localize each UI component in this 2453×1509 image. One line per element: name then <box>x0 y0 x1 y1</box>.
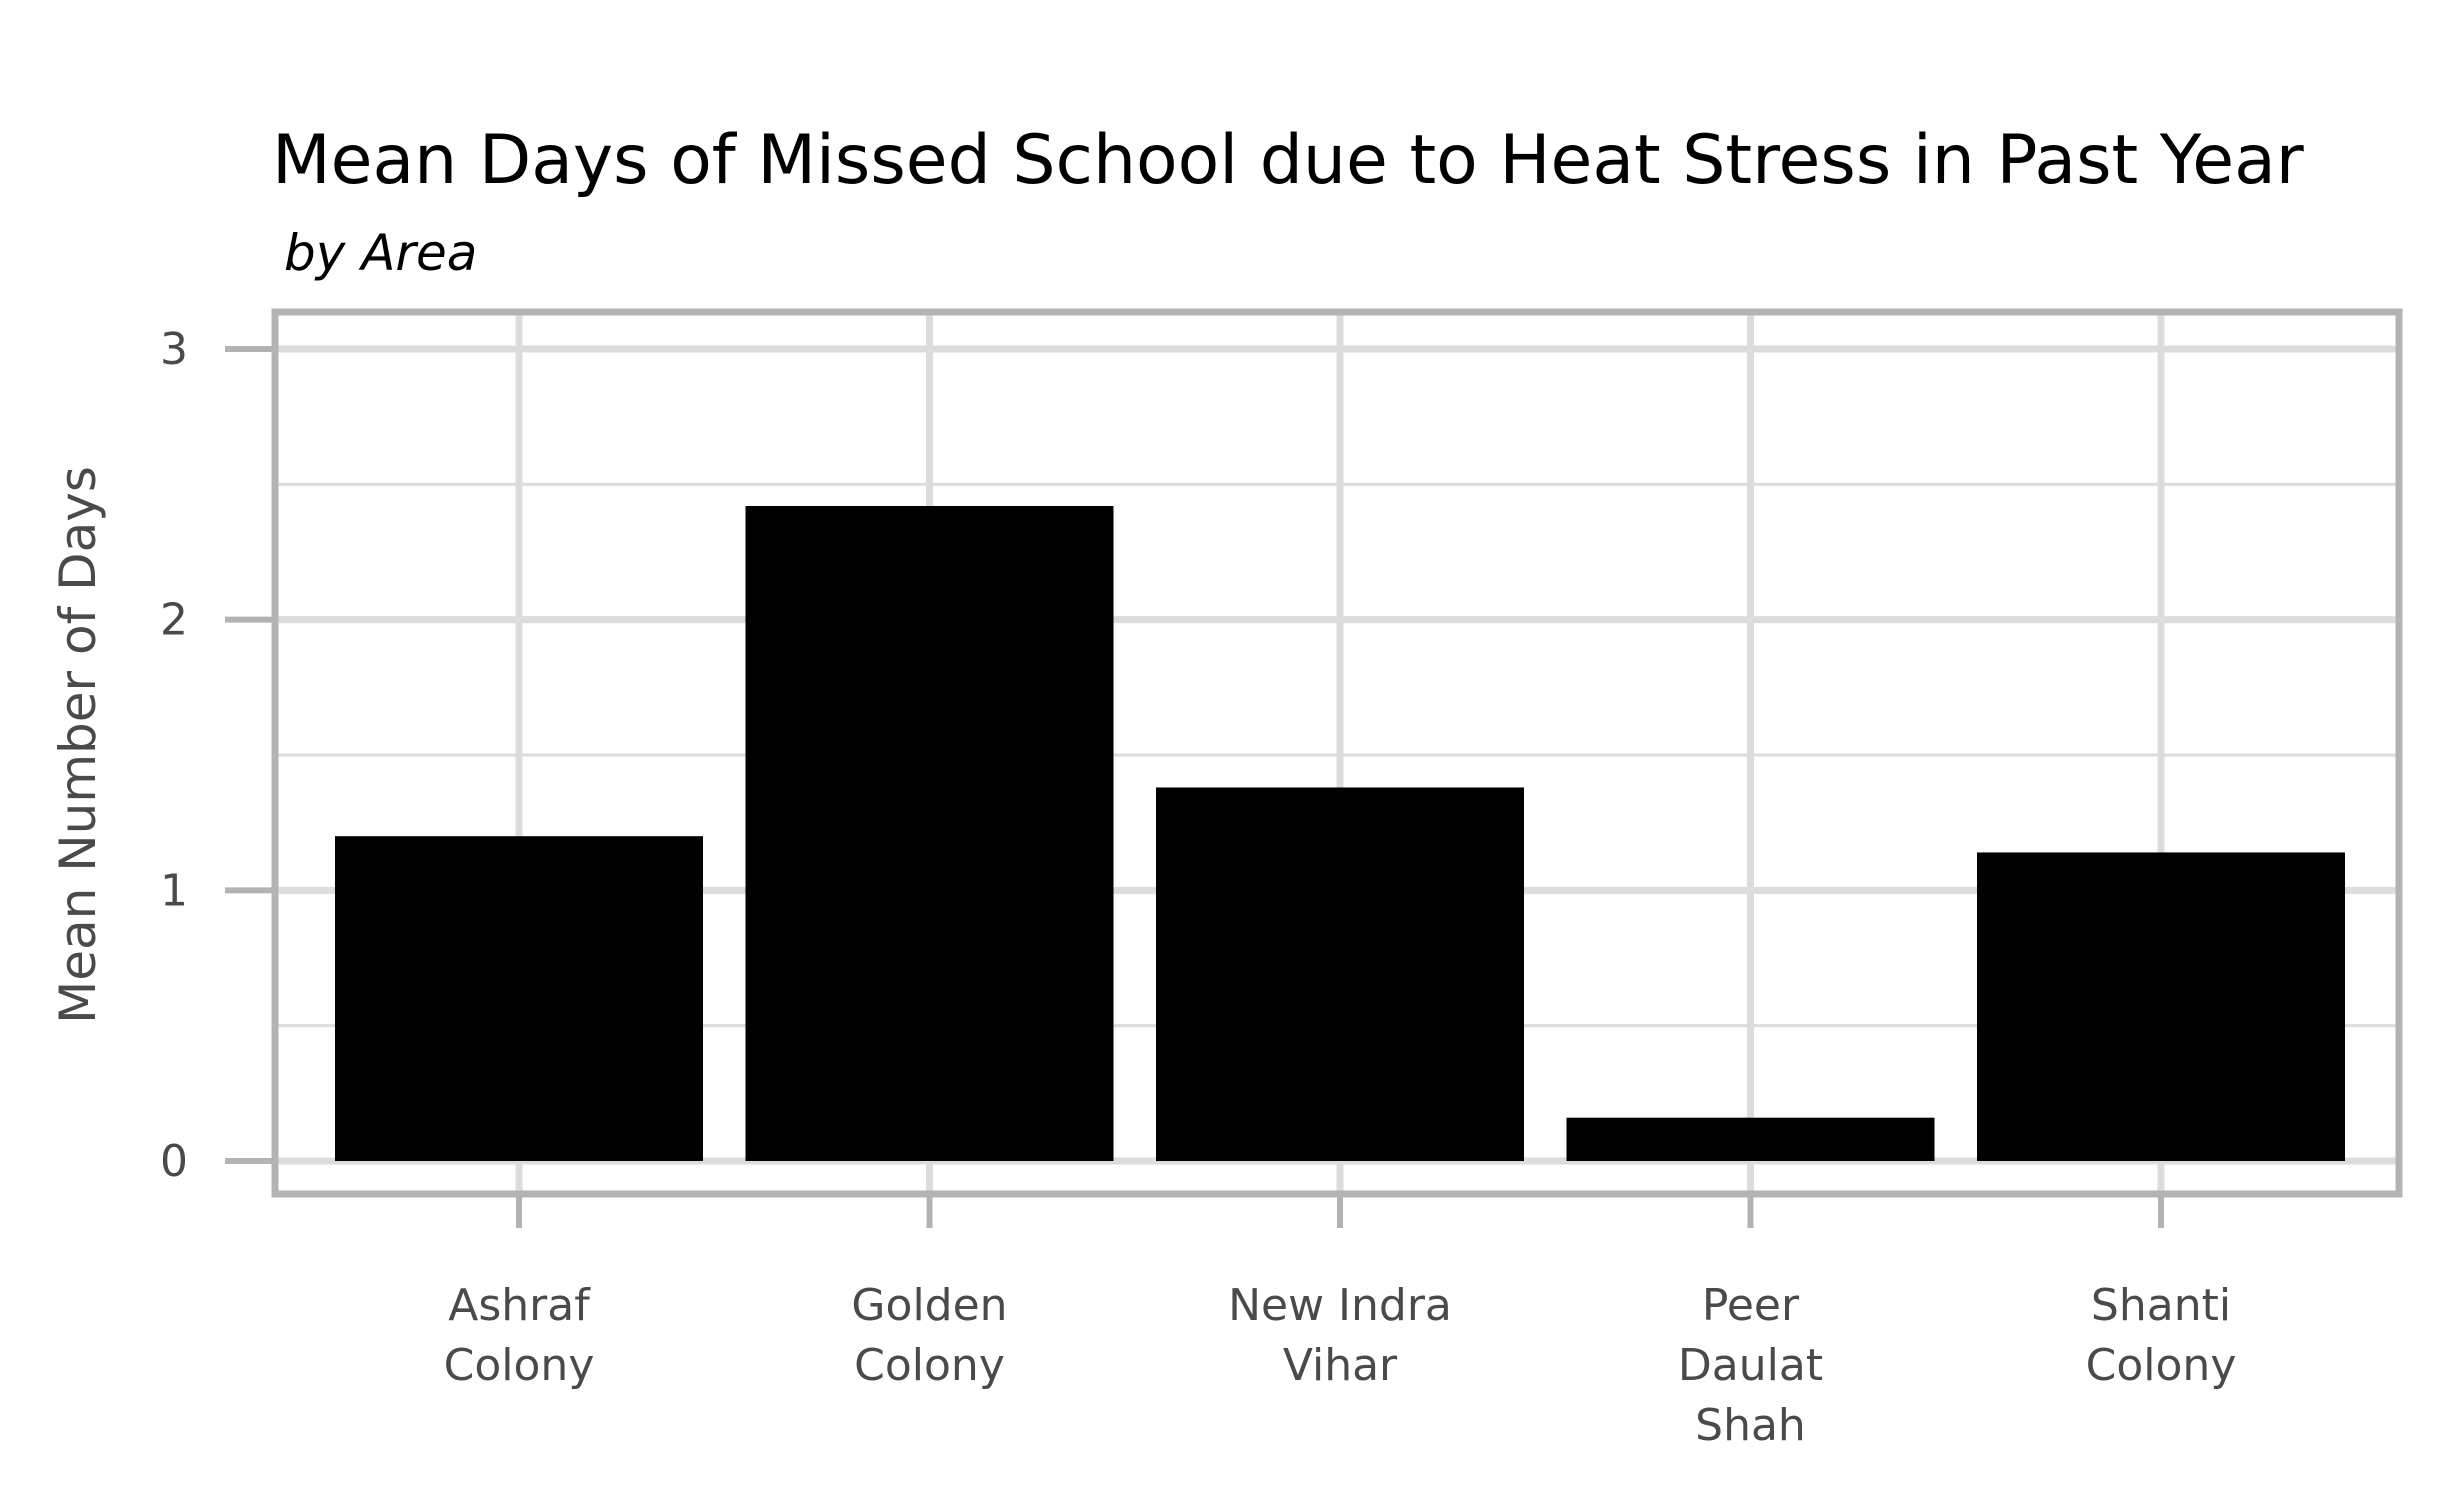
bar <box>1977 852 2345 1161</box>
chart-subtitle: by Area <box>284 224 477 282</box>
x-tick-label: Peer Daulat Shah <box>1678 1280 1823 1451</box>
axes: 0 1 2 3 Ashraf Colony Golden Colony New Indra Vih… <box>160 324 2236 1451</box>
x-tick-label: Ashraf Colony <box>444 1280 595 1391</box>
bar <box>745 505 1114 1161</box>
bar <box>1156 787 1524 1161</box>
bar <box>335 836 703 1161</box>
x-tick-label: Shanti Colony <box>2086 1280 2237 1391</box>
panel-frame <box>271 308 2403 1198</box>
y-axis-label: Mean Number of Days <box>49 466 107 1024</box>
y-tick-label: 1 <box>160 865 188 916</box>
x-tick-label: Golden Colony <box>851 1280 1007 1391</box>
bars <box>335 505 2345 1161</box>
y-tick-label: 3 <box>160 324 188 375</box>
x-tick-label: New Indra Vihar <box>1228 1280 1452 1391</box>
bar <box>1566 1117 1935 1161</box>
y-tick-label: 0 <box>160 1136 188 1187</box>
y-tick-label: 2 <box>160 595 188 646</box>
chart-title: Mean Days of Missed School due to Heat S… <box>272 121 2304 200</box>
